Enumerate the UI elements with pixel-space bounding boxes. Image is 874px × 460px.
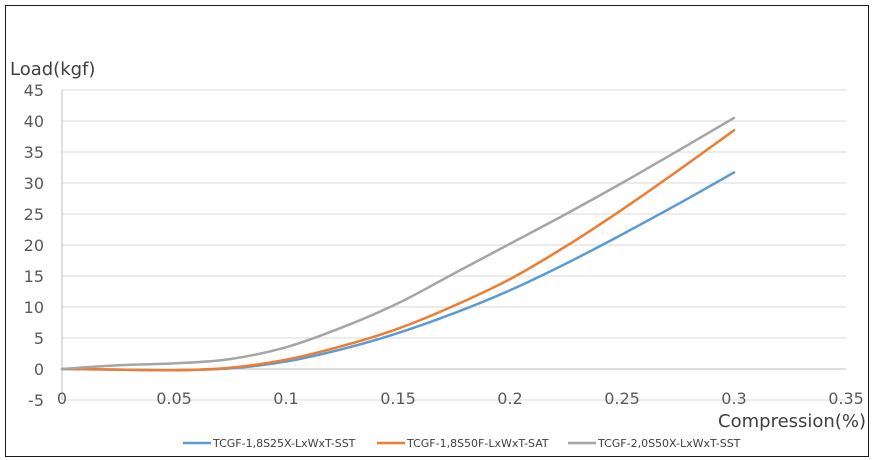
y-tick-label: 5 [34,329,44,348]
x-tick-label: 0.05 [156,389,192,408]
x-tick-label: 0.25 [604,389,640,408]
legend: TCGF-1,8S25X-LxWxT-SST TCGF-1,8S50F-LxWxT… [183,437,741,450]
x-tick-label: 0.3 [721,389,746,408]
legend-label-2: TCGF-1,8S50F-LxWxT-SAT [406,437,549,450]
legend-label-3: TCGF-2,0S50X-LxWxT-SST [597,437,741,450]
y-tick-label: 15 [24,267,44,286]
series-lines [60,116,736,372]
y-tick-label: 40 [24,112,44,131]
chart-frame [5,5,869,457]
series-line-3 [60,116,736,371]
y-tick-label: 20 [24,236,44,255]
y-axis-title: Load(kgf) [10,59,95,80]
y-tick-label: 30 [24,174,44,193]
x-tick-label: 0.15 [380,389,416,408]
y-tick-label: 25 [24,205,44,224]
legend-label-1: TCGF-1,8S25X-LxWxT-SST [212,437,356,450]
x-tick-label: 0.35 [828,389,864,408]
x-tick-label: 0.1 [273,389,298,408]
tick-labels: -5 0 5 10 15 20 25 30 35 40 45 0 0.05 0.1 0.15 0.2 0.25 0… [24,81,864,410]
x-axis-title: Compression(%) [718,411,866,432]
x-tick-label: 0.2 [497,389,522,408]
x-tick-label: 0 [57,389,67,408]
gridlines [62,89,846,401]
y-tick-label: 10 [24,298,44,317]
y-tick-label: 45 [24,81,44,100]
y-tick-label: 35 [24,143,44,162]
y-tick-label: -5 [28,391,44,410]
series-line-2 [60,129,736,372]
y-tick-label: 0 [34,360,44,379]
